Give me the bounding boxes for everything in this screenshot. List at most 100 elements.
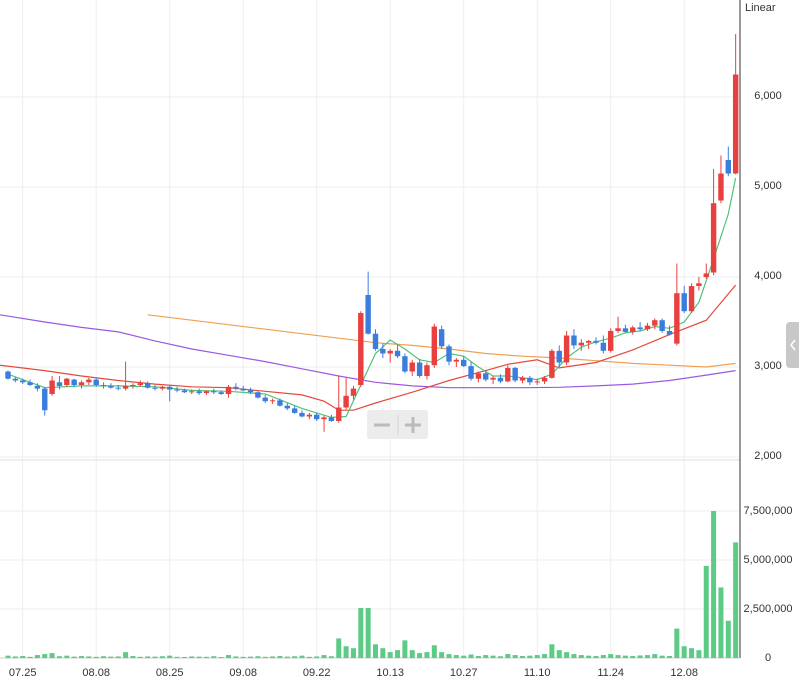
y-tick-label: 4,000 [754,270,782,282]
candle-body [578,342,584,346]
candle-body [563,335,570,363]
candle-body [718,173,724,201]
volume-bar [527,655,533,658]
candle-body [571,335,577,346]
volume-bar [615,655,621,658]
volume-bar [130,656,136,658]
candle-body [262,397,268,402]
candle-body [343,395,349,408]
x-tick-label: 10.27 [450,667,478,679]
candle-body [189,391,195,393]
y-tick-label: 2,000 [754,450,782,462]
volume-bar [725,620,731,658]
volume-bar [12,656,18,658]
volume-bar [402,640,408,658]
volume-tick-label: 7,500,000 [744,505,793,517]
y-tick-label: 3,000 [754,360,782,372]
volume-bar [71,656,77,658]
volume-bar [608,654,614,658]
volume-tick-label: 0 [765,652,771,664]
candle-body [240,388,246,391]
candle-body [152,387,158,389]
volume-bar [343,646,349,658]
candle-body [20,380,26,383]
volume-bar [93,656,99,658]
candle-body [218,392,224,395]
x-tick-label: 08.25 [156,667,184,679]
candle-body [277,400,283,406]
y-tick-label: 5,000 [754,180,782,192]
volume-bar [167,655,173,658]
side-panel-toggle[interactable] [786,322,799,368]
volume-bar [387,652,393,658]
candle-body [505,367,511,382]
volume-bar [42,654,48,658]
candle-body [93,379,99,386]
candle-body [497,377,504,382]
candle-body [5,371,11,379]
volume-bar [417,653,423,658]
volume-bar [681,646,687,658]
volume-bar [483,655,489,658]
candle-body [475,373,482,379]
candle-body [541,377,548,382]
volume-tick-label: 5,000,000 [744,554,793,566]
volume-bar [373,644,378,658]
volume-bar [395,650,401,658]
candle-body [534,381,540,383]
candle-body [130,385,136,387]
volume-bar [497,656,503,658]
volume-bar [439,652,445,658]
candle-body [703,273,709,278]
candle-body [321,417,327,420]
candle-body [593,340,599,343]
candle-body [556,350,562,363]
volume-bar [542,654,548,658]
candle-body [600,342,607,351]
candle-body [328,417,335,422]
candle-body [681,293,687,312]
candle-body [314,414,320,420]
volume-bar [520,656,525,658]
volume-bar [659,655,665,658]
candle-body [585,340,592,343]
candle-body [608,331,614,351]
candle-body [64,378,70,386]
x-tick-label: 11.24 [597,667,624,679]
scale-label: Linear [745,2,776,14]
candle-body [644,325,651,330]
candle-body [666,331,673,335]
volume-bar [549,644,555,658]
candle-body [42,388,48,411]
x-tick-label: 09.22 [303,667,331,679]
candle-body [247,390,254,393]
volume-bar [255,656,261,658]
candle-body [416,362,423,377]
volume-bar [586,655,592,658]
volume-bar [358,608,364,658]
candle-body [181,390,188,393]
candle-body [637,327,643,330]
volume-bar [336,638,342,658]
candle-body [453,359,460,362]
volume-bar [284,656,290,658]
volume-bar [203,656,209,658]
candle-body [100,385,107,387]
candle-body [409,362,415,372]
candle-body [725,160,731,174]
moving-average-line [7,177,737,419]
candle-body [490,377,496,380]
volume-bar [145,656,151,658]
volume-bar [696,650,702,658]
candle-body [299,412,305,417]
volume-bar [277,656,283,658]
volume-bar [79,656,84,658]
volume-bar [424,652,430,658]
candle-body [512,367,518,381]
candle-body [255,392,261,398]
volume-bar [534,655,540,658]
zoom-controls[interactable] [367,410,428,439]
volume-bar [270,656,276,658]
candle-body [483,373,489,380]
candle-body [468,366,474,379]
